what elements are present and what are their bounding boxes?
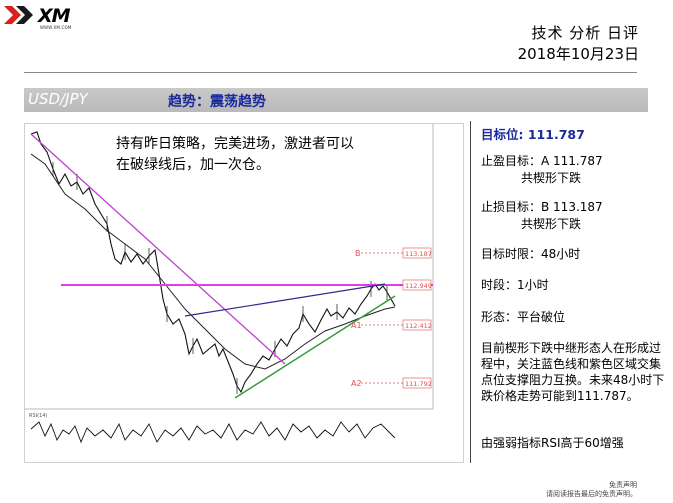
- moving-average: [30, 153, 396, 370]
- brand-tagline: WWW.XM.COM: [40, 25, 72, 30]
- header-divider: [24, 72, 637, 73]
- purple-downtrend-line: [30, 133, 286, 365]
- brand-name: XM: [38, 5, 71, 27]
- price-series: [30, 131, 396, 394]
- chart-svg: B A1 A2 113.187 112.949 112.412 111.792 …: [25, 124, 434, 444]
- level-a2-tag: [402, 377, 432, 389]
- stop-loss-sub: 共楔形下跌: [521, 217, 582, 231]
- level-a2-value: 111.792: [405, 380, 432, 388]
- chart-annotation: 持有昨日策略，完美进场，激进者可以 在破绿线后，加一次仓。: [116, 134, 416, 176]
- target-level: 目标位: 111.787: [481, 127, 585, 142]
- take-profit: 止盈目标：A 111.787 共楔形下跌: [481, 152, 671, 186]
- price-chart: B A1 A2 113.187 112.949 112.412 111.792 …: [24, 123, 464, 463]
- level-a1-tag: [402, 319, 432, 331]
- pattern: 形态：平台破位: [481, 310, 566, 324]
- level-a1-label: A1: [351, 321, 362, 330]
- pair-banner: USD/JPY 趋势：震荡趋势: [24, 88, 648, 112]
- green-wedge-line: [234, 295, 396, 399]
- xm-logo-icon: [4, 6, 33, 24]
- analysis-description: 目前楔形下跌中继形态人在形成过程中，关注蓝色线和紫色区域交集点位支撑阻力互换。未…: [481, 341, 665, 403]
- rsi-note: 由强弱指标RSI高于60增强: [481, 436, 624, 450]
- level-b-label: B: [355, 249, 361, 258]
- level-a1-value: 112.412: [405, 322, 432, 330]
- trend-label: 趋势：震荡趋势: [168, 94, 266, 110]
- currency-pair: USD/JPY: [28, 90, 88, 108]
- rsi-label: RSI(14): [29, 413, 47, 419]
- panel-divider: [470, 121, 471, 463]
- xm-logo: XM WWW.XM.COM: [4, 4, 94, 30]
- report-title: 技术 分析 日评: [531, 24, 639, 42]
- level-b-value: 113.187: [405, 250, 432, 258]
- candle-wicks: [52, 162, 388, 394]
- stop-loss: 止损目标：B 113.187 共楔形下跌: [481, 198, 671, 232]
- take-profit-sub: 共楔形下跌: [521, 171, 582, 185]
- blue-wedge-line: [184, 283, 386, 317]
- timeframe: 时段：1小时: [481, 278, 549, 292]
- level-mid-tag: [402, 279, 432, 291]
- stop-loss-label: 止损目标：B 113.187: [481, 200, 603, 214]
- disclaimer-title: 免责声明: [609, 481, 637, 489]
- take-profit-label: 止盈目标：A 111.787: [481, 154, 603, 168]
- disclaimer-text: 请阅读报告最后的免责声明。: [546, 490, 637, 498]
- target-horizon: 目标时限：48小时: [481, 247, 581, 261]
- annotation-line-2: 在破绿线后，加一次仓。: [116, 157, 270, 173]
- annotation-line-1: 持有昨日策略，完美进场，激进者可以: [116, 136, 354, 152]
- level-a2-label: A2: [351, 379, 362, 388]
- rsi-series: [30, 421, 396, 444]
- level-b-tag: [402, 247, 432, 259]
- report-date: 2018年10月23日: [517, 45, 639, 63]
- level-mid-value: 112.949: [405, 282, 432, 290]
